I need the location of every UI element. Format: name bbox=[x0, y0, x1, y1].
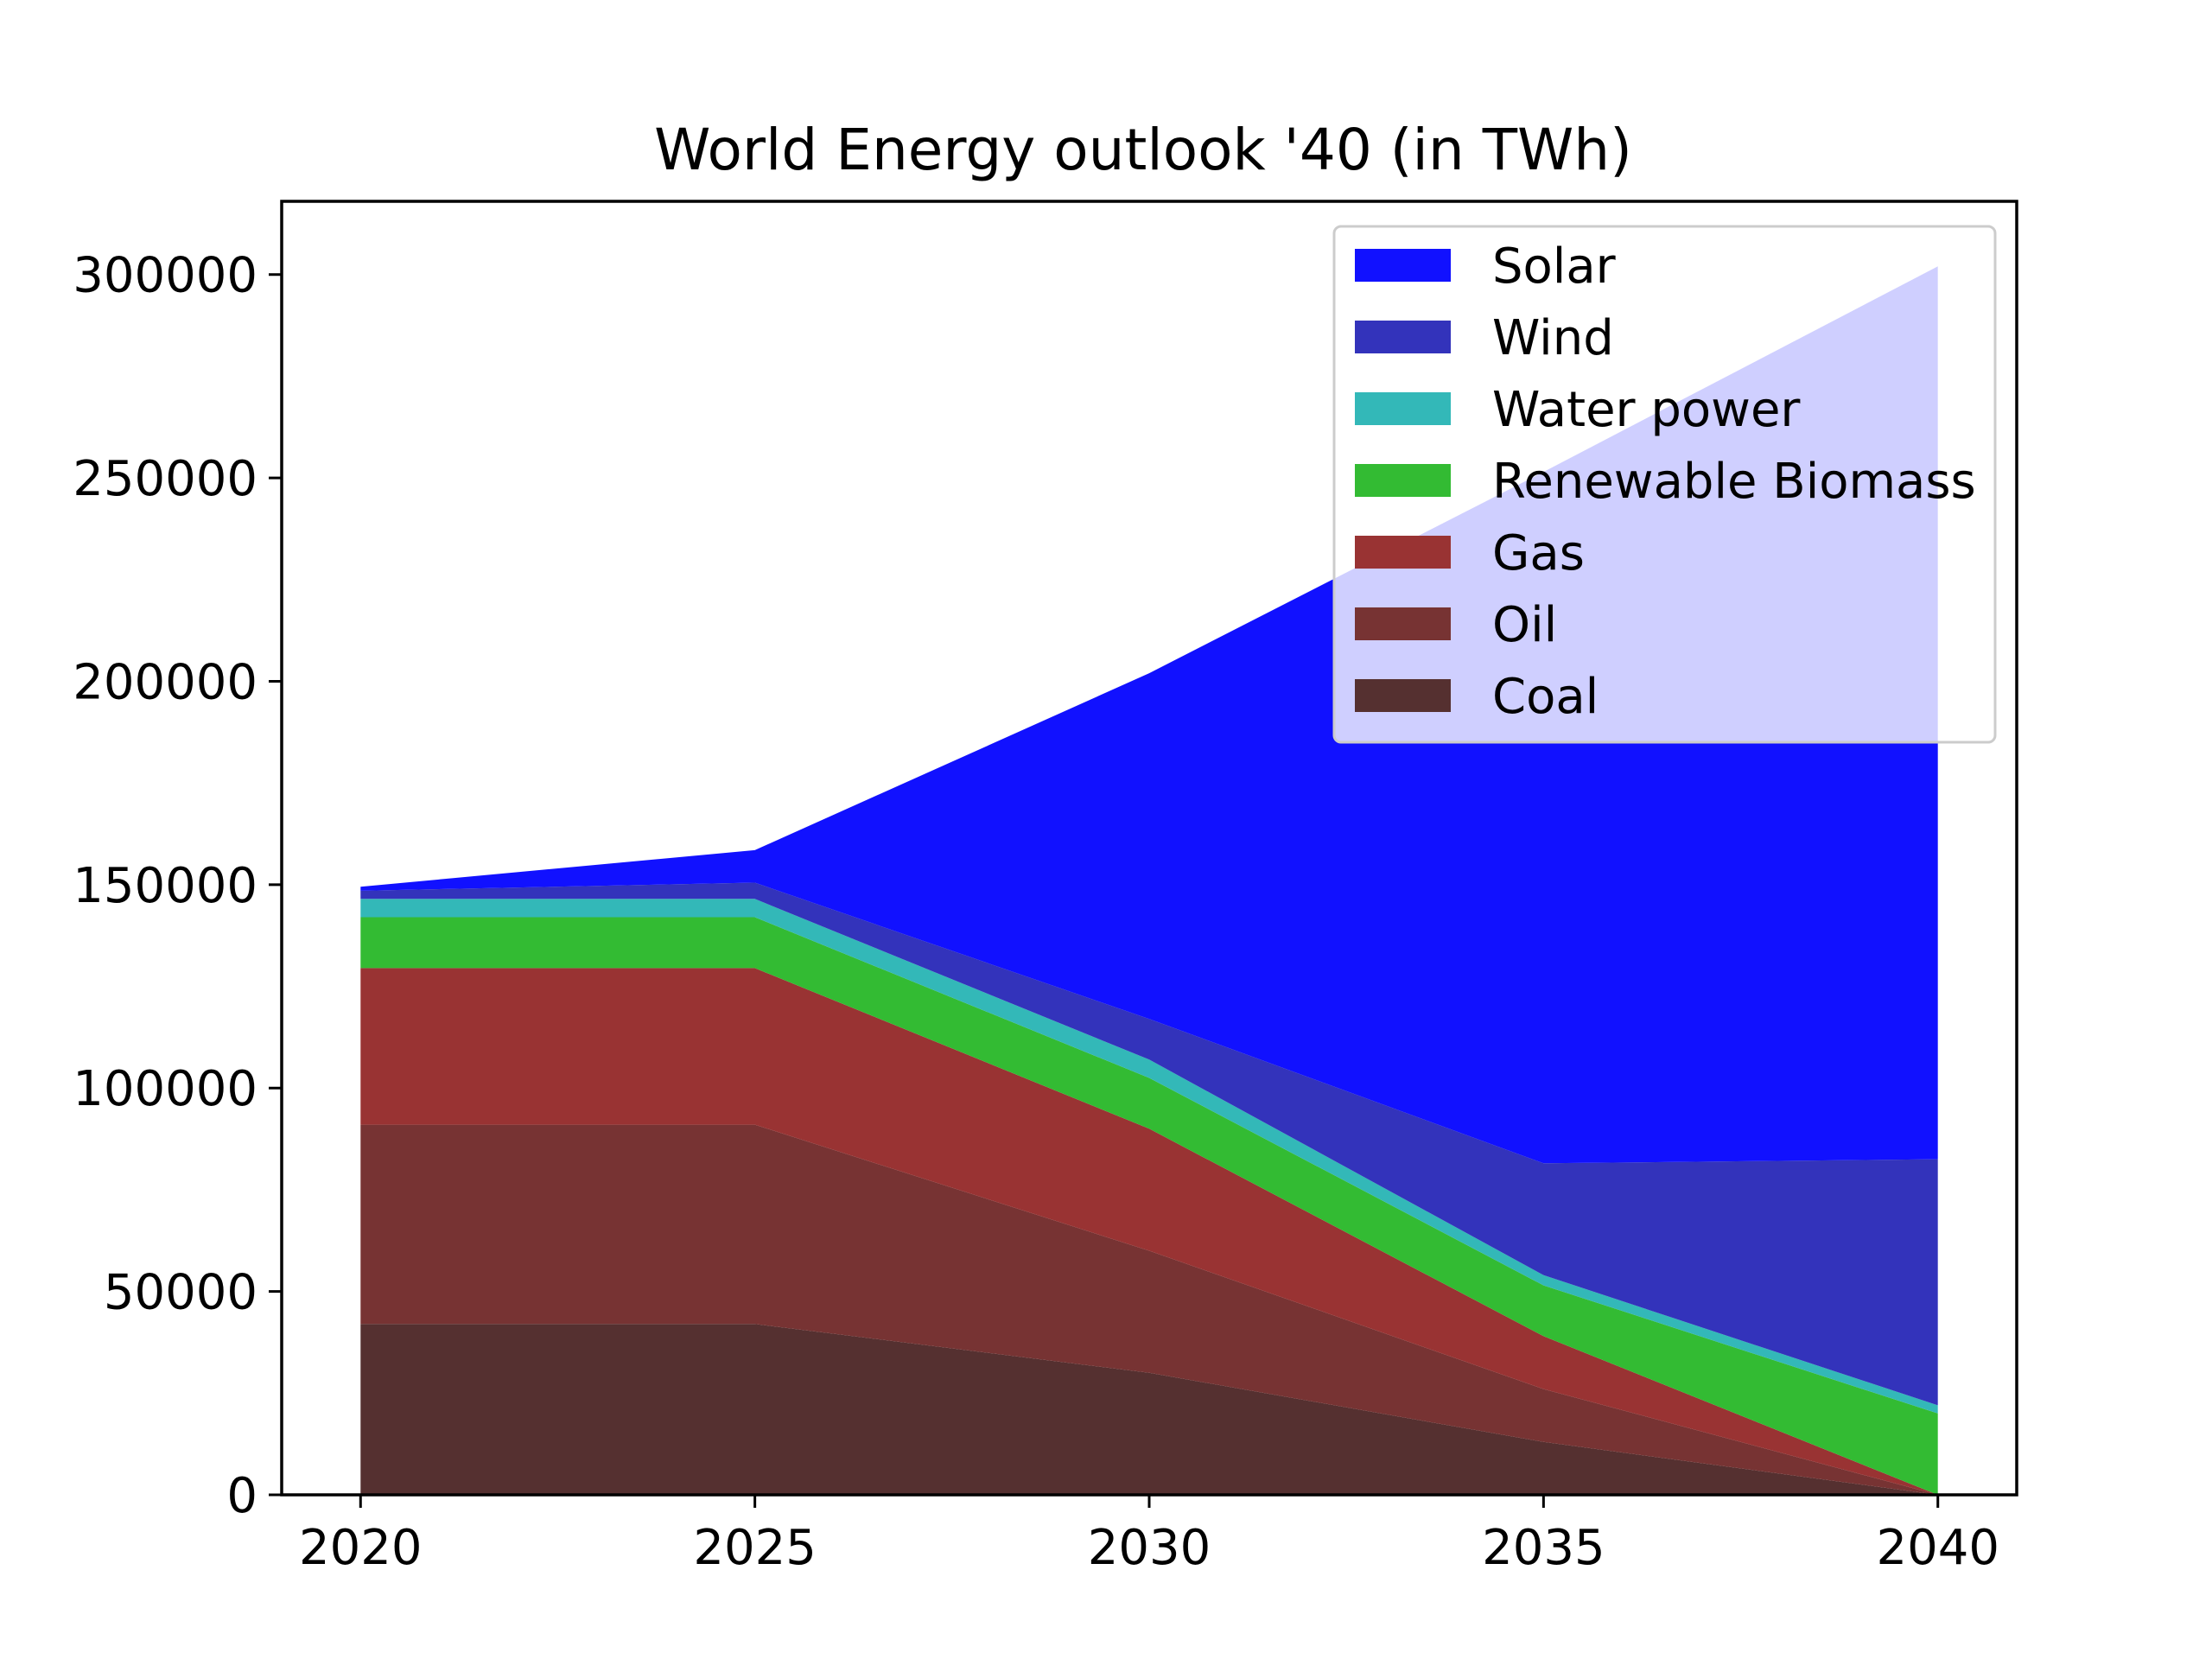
y-tick-label: 50000 bbox=[104, 1265, 257, 1321]
legend-label-solar: Solar bbox=[1492, 238, 1617, 295]
x-axis: 2020 2025 2030 2035 2040 bbox=[299, 1495, 1999, 1576]
x-tick-label: 2040 bbox=[1876, 1520, 1999, 1576]
area-gas bbox=[360, 968, 1938, 1495]
legend-label-gas: Gas bbox=[1492, 525, 1585, 582]
area-wind bbox=[360, 882, 1938, 1406]
legend-label-water-power: Water power bbox=[1492, 382, 1801, 438]
legend-label-coal: Coal bbox=[1492, 669, 1599, 725]
plot-frame bbox=[280, 200, 2018, 1497]
legend-swatch-renewable-biomass bbox=[1355, 464, 1451, 497]
area-coal bbox=[360, 1324, 1938, 1495]
y-tick-label: 200000 bbox=[73, 654, 257, 710]
area-water-power bbox=[360, 899, 1938, 1414]
legend-box bbox=[1332, 225, 1997, 744]
y-axis: 0 50000 100000 150000 200000 250000 300000 bbox=[73, 248, 282, 1524]
chart-title: World Energy outlook '40 (in TWh) bbox=[654, 117, 1632, 183]
legend-label-oil: Oil bbox=[1492, 597, 1557, 653]
y-tick-label: 250000 bbox=[73, 451, 257, 507]
y-tick-label: 0 bbox=[226, 1468, 257, 1524]
legend-label-wind: Wind bbox=[1492, 310, 1614, 366]
y-tick-label: 300000 bbox=[73, 248, 257, 304]
legend-label-renewable-biomass: Renewable Biomass bbox=[1492, 454, 1976, 510]
legend-swatch-coal bbox=[1355, 679, 1451, 712]
legend-swatch-gas bbox=[1355, 536, 1451, 569]
stacked-areas bbox=[360, 266, 1938, 1495]
y-tick-label: 100000 bbox=[73, 1061, 257, 1117]
legend-swatch-water-power bbox=[1355, 392, 1451, 425]
legend-swatch-oil bbox=[1355, 607, 1451, 640]
legend-swatch-wind bbox=[1355, 321, 1451, 353]
x-tick-label: 2035 bbox=[1482, 1520, 1605, 1576]
x-tick-label: 2025 bbox=[693, 1520, 817, 1576]
x-tick-label: 2020 bbox=[299, 1520, 423, 1576]
y-tick-label: 150000 bbox=[73, 858, 257, 914]
area-oil bbox=[360, 1124, 1938, 1495]
legend: Solar Wind Water power Renewable Biomass Gas… bbox=[1332, 225, 1997, 744]
x-tick-label: 2030 bbox=[1088, 1520, 1211, 1576]
legend-swatch-solar bbox=[1355, 249, 1451, 282]
